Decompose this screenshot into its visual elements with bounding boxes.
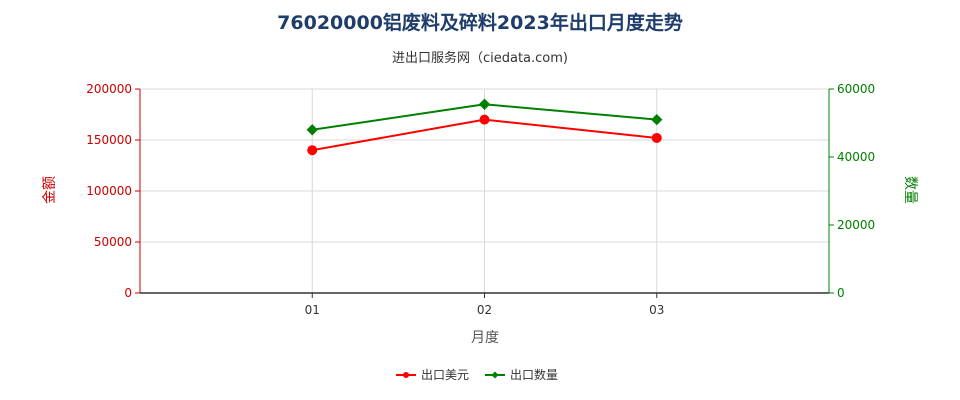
legend-marker-0 [403,372,409,378]
y-left-tick-label: 150000 [86,133,132,147]
legend-label-0: 出口美元 [421,368,469,382]
x-tick-label: 01 [305,303,320,317]
x-tick-label: 02 [477,303,492,317]
y-axis-right-title: 数量 [902,176,918,204]
tick-labels: 0 50000 100000 150000 200000 0 20000 40000 60000… [86,82,875,317]
data-point-0[interactable] [651,132,662,143]
y-left-tick-label: 200000 [86,82,132,96]
chart-title: 76020000铝废料及碎料2023年出口月度走势 [277,11,683,34]
y-right-tick-label: 60000 [837,82,875,96]
y-right-tick-label: 40000 [837,150,875,164]
data-point-0[interactable] [479,114,490,125]
x-tick-label: 03 [649,303,664,317]
y-left-tick-label: 100000 [86,184,132,198]
y-left-tick-label: 0 [124,286,132,300]
legend: 出口美元 出口数量 [396,367,558,382]
y-right-tick-label: 0 [837,286,845,300]
chart-subtitle: 进出口服务网（ciedata.com) [392,50,568,66]
data-point-1[interactable] [651,113,663,126]
y-axis-left-title: 金额 [42,176,58,204]
data-point-1[interactable] [306,124,318,136]
data-point-0[interactable] [307,145,318,156]
data-point-1[interactable] [478,98,491,110]
y-right-tick-label: 20000 [837,218,875,232]
x-axis-title: 月度 [471,330,499,346]
legend-item-0[interactable]: 出口美元 [396,368,469,382]
legend-label-1: 出口数量 [510,367,558,382]
y-left-tick-label: 50000 [94,235,132,249]
legend-item-1[interactable]: 出口数量 [485,367,558,382]
legend-marker-1 [491,371,499,379]
axes [135,88,834,298]
